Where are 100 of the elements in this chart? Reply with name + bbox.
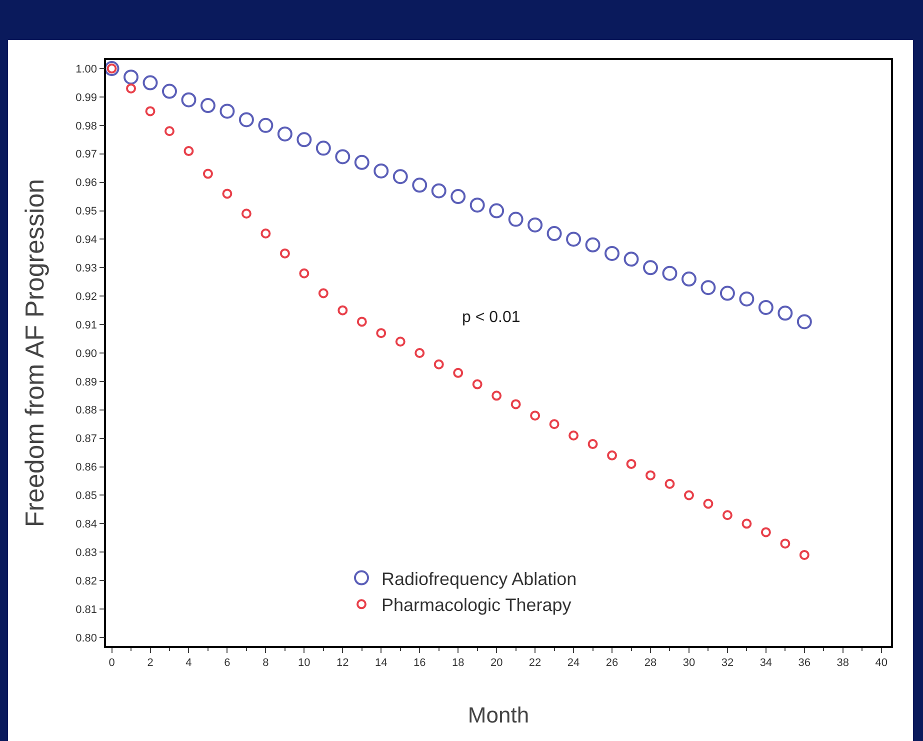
y-tick-label: 0.91 — [76, 319, 98, 332]
y-tick-label: 1.00 — [76, 63, 98, 76]
point — [700, 280, 716, 296]
point — [181, 92, 196, 108]
point — [258, 118, 274, 133]
point — [760, 527, 771, 538]
point — [376, 328, 386, 338]
y-tick-label: 0.86 — [76, 462, 98, 474]
point — [450, 189, 466, 204]
x-tick-label: 38 — [836, 656, 850, 669]
y-tick-label: 0.95 — [76, 206, 98, 218]
point — [142, 75, 158, 90]
x-tick-label: 34 — [760, 656, 772, 669]
y-tick-label: 0.92 — [76, 290, 98, 303]
x-tick-label: 32 — [721, 656, 734, 669]
point — [796, 314, 812, 330]
x-tick-label: 12 — [336, 656, 349, 669]
point — [489, 203, 504, 218]
x-tick-label: 10 — [298, 656, 310, 669]
point — [395, 336, 406, 347]
y-tick-label: 0.88 — [76, 404, 98, 417]
y-tick-label: 0.94 — [76, 234, 98, 246]
point — [588, 439, 598, 450]
legend-label: Pharmacologic Therapy — [382, 595, 572, 616]
point — [200, 98, 216, 114]
point — [222, 188, 232, 199]
x-tick-label: 30 — [682, 656, 696, 669]
x-tick-label: 20 — [490, 656, 503, 669]
point — [280, 248, 290, 258]
x-tick-label: 18 — [452, 656, 464, 669]
point — [316, 140, 331, 156]
point — [162, 84, 177, 99]
point — [184, 146, 194, 156]
point — [720, 286, 735, 301]
x-tick-label: 4 — [186, 656, 192, 669]
point — [260, 228, 271, 239]
point — [356, 316, 367, 327]
point — [431, 183, 446, 198]
point — [624, 252, 639, 267]
point — [739, 291, 754, 306]
x-tick-label: 2 — [147, 656, 154, 669]
point — [604, 246, 620, 261]
point — [681, 272, 696, 287]
point — [126, 83, 136, 94]
point — [164, 126, 174, 136]
y-tick-label: 0.81 — [76, 604, 98, 616]
x-tick-label: 8 — [262, 656, 269, 669]
point — [277, 126, 292, 142]
point — [392, 169, 408, 184]
point — [318, 288, 328, 298]
point — [662, 266, 678, 281]
point — [549, 419, 560, 430]
point — [241, 208, 252, 219]
point — [508, 212, 524, 227]
point — [354, 154, 370, 170]
y-axis-title: Freedom from AF Progression — [20, 178, 50, 528]
legend-label: Radiofrequency Ablation — [382, 568, 577, 589]
y-tick-label: 0.83 — [76, 546, 98, 559]
point — [585, 237, 600, 252]
x-tick-label: 16 — [413, 656, 426, 669]
point — [335, 149, 350, 164]
point — [510, 399, 521, 410]
x-tick-label: 0 — [108, 656, 115, 669]
y-tick-label: 0.82 — [76, 575, 98, 588]
point — [145, 106, 156, 116]
x-tick-label: 14 — [375, 656, 388, 669]
point — [374, 163, 389, 178]
point — [799, 550, 810, 560]
point — [664, 478, 675, 489]
point — [453, 368, 464, 378]
y-tick-label: 0.93 — [76, 262, 98, 275]
point — [546, 226, 562, 242]
y-tick-label: 0.89 — [76, 376, 98, 388]
y-tick-label: 0.90 — [76, 348, 98, 360]
point — [780, 538, 790, 549]
x-tick-label: 22 — [528, 656, 542, 669]
point — [220, 104, 235, 119]
y-tick-label: 0.80 — [76, 632, 98, 644]
y-tick-label: 0.87 — [76, 433, 98, 446]
point — [472, 379, 482, 390]
point — [296, 132, 312, 148]
point — [299, 268, 310, 278]
y-tick-label: 0.98 — [76, 120, 98, 132]
y-tick-label: 0.97 — [76, 148, 98, 161]
y-tick-label: 0.84 — [76, 518, 98, 531]
point — [643, 260, 658, 276]
point — [238, 112, 254, 128]
point — [470, 198, 485, 213]
point — [528, 217, 543, 232]
point — [684, 490, 694, 500]
point — [758, 300, 774, 315]
point — [530, 410, 540, 421]
annotation: p < 0.01 — [462, 309, 520, 326]
point — [568, 430, 579, 440]
point — [434, 359, 444, 370]
point — [646, 470, 656, 480]
y-tick-label: 0.99 — [76, 92, 98, 104]
x-tick-label: 36 — [798, 656, 811, 669]
x-tick-label: 28 — [644, 656, 657, 669]
point — [566, 232, 582, 247]
